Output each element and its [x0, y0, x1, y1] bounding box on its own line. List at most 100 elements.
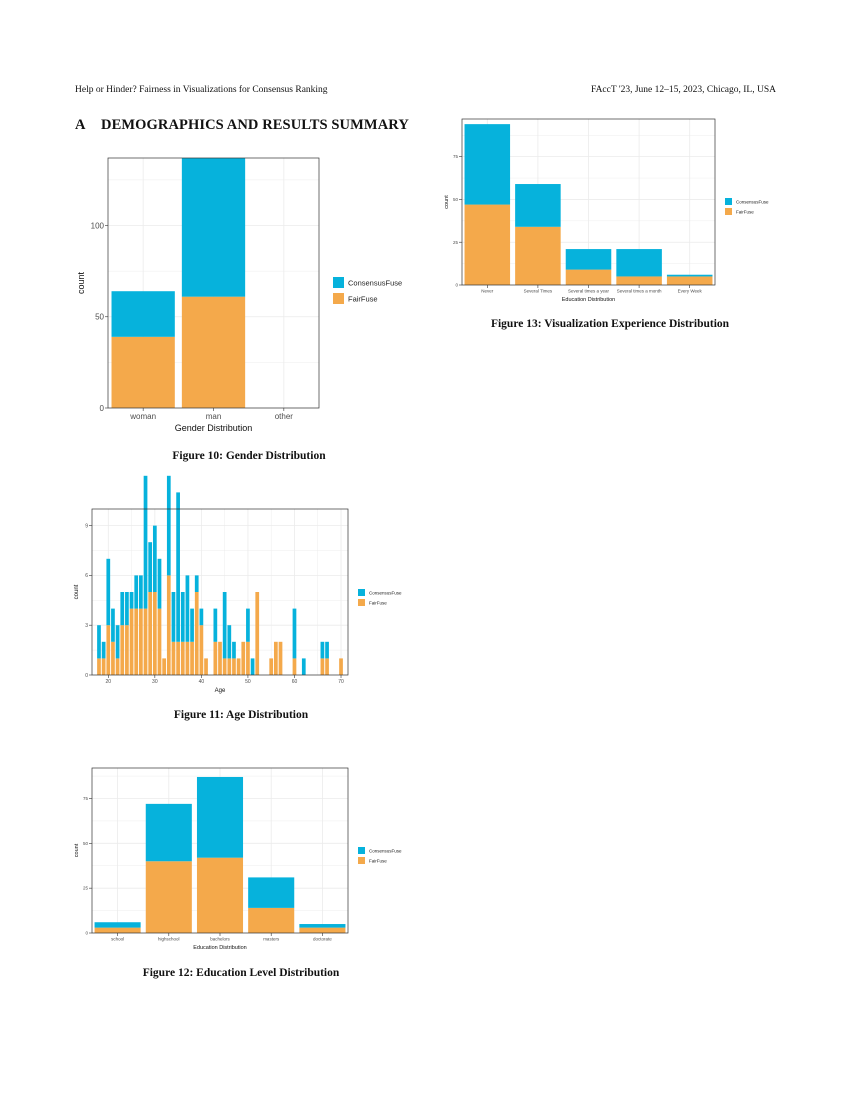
bar-fairfuse	[139, 608, 143, 675]
legend-swatch-fairfuse	[358, 857, 365, 864]
legend-swatch-fairfuse	[333, 293, 344, 304]
bar-fairfuse	[111, 641, 115, 675]
legend-swatch-consensusfuse	[358, 847, 365, 854]
x-tick-label: Never	[481, 289, 494, 294]
bar-consensusfuse	[196, 776, 244, 858]
section-number: A	[75, 117, 86, 133]
bar-fairfuse	[222, 658, 227, 675]
y-tick-label: 50	[453, 197, 459, 202]
x-tick-label: Several times a month	[617, 289, 662, 294]
bar-fairfuse	[185, 641, 190, 675]
legend-label-consensusfuse: ConsensusFuse	[369, 848, 402, 853]
bar-fairfuse	[248, 907, 295, 933]
gender-chart: 0 50 100 woman man other Gender Distribution co…	[76, 157, 402, 433]
bar-consensusfuse	[565, 249, 612, 270]
bar-consensusfuse	[166, 475, 171, 576]
caption-experience: Figure 13: Visualization Experience Dist…	[490, 318, 730, 330]
bar-consensusfuse	[94, 922, 141, 928]
running-header: Help or Hinder? Fairness in Visualizatio…	[75, 85, 776, 95]
bar-fairfuse	[273, 641, 278, 675]
bar-consensusfuse	[139, 575, 143, 609]
x-tick-label: man	[206, 412, 222, 421]
bar-fairfuse	[148, 592, 153, 675]
y-tick-label: 6	[85, 573, 88, 579]
y-axis-title: count	[76, 271, 86, 294]
bar-consensusfuse	[134, 575, 139, 609]
bar-fairfuse	[145, 861, 192, 933]
bar-fairfuse	[181, 296, 246, 408]
bar-consensusfuse	[148, 542, 153, 592]
bar-fairfuse	[194, 592, 199, 675]
bar-consensusfuse	[299, 924, 346, 928]
bar-consensusfuse	[325, 641, 329, 659]
bar-fairfuse	[115, 658, 120, 675]
caption-age: Figure 11: Age Distribution	[173, 709, 309, 721]
x-axis-title: Education Distribution	[193, 945, 247, 951]
x-tick-label: Several Times	[524, 289, 553, 294]
x-tick-label: Several times a year	[568, 289, 610, 294]
caption-education: Figure 12: Education Level Distribution	[142, 967, 340, 979]
bar-fairfuse	[157, 608, 162, 675]
bar-consensusfuse	[301, 658, 306, 675]
figure-age: 0 3 6 9 20 30 40 50 60 70 Age count ConsensusFuse Fai…	[74, 475, 416, 695]
x-tick-label: 40	[199, 679, 205, 685]
y-tick-label: 100	[91, 221, 105, 230]
x-tick-label: other	[275, 412, 294, 421]
figure-education: 0 25 50 75 school highschool bachelors masters d…	[74, 765, 416, 955]
bar-consensusfuse	[194, 575, 199, 592]
bar-consensusfuse	[143, 475, 148, 609]
age-chart: 0 3 6 9 20 30 40 50 60 70 Age count ConsensusFuse Fai…	[74, 475, 402, 694]
bar-consensusfuse	[115, 625, 120, 659]
x-axis-title: Gender Distribution	[175, 423, 253, 433]
section-title: A DEMOGRAPHICS AND RESULTS SUMMARY	[75, 117, 409, 134]
section-heading: DEMOGRAPHICS AND RESULTS SUMMARY	[101, 117, 409, 133]
bar-fairfuse	[176, 641, 180, 675]
x-axis-title: Age	[215, 688, 226, 694]
legend-label-fairfuse: FairFuse	[736, 209, 754, 214]
bar-consensusfuse	[171, 592, 176, 642]
bar-consensusfuse	[111, 291, 175, 337]
x-tick-label: 50	[245, 679, 251, 685]
bar-consensusfuse	[320, 641, 325, 659]
y-tick-label: 0	[455, 283, 458, 288]
x-tick-label: 60	[292, 679, 298, 685]
legend-label-consensusfuse: ConsensusFuse	[736, 199, 769, 204]
legend-label-fairfuse: FairFuse	[369, 858, 387, 863]
y-tick-label: 0	[85, 931, 88, 936]
bar-fairfuse	[152, 592, 157, 675]
bar-fairfuse	[666, 276, 713, 285]
education-chart: 0 25 50 75 school highschool bachelors masters d…	[74, 767, 402, 951]
bar-consensusfuse	[248, 877, 295, 908]
legend-label-consensusfuse: ConsensusFuse	[348, 278, 402, 287]
bar-consensusfuse	[616, 249, 662, 277]
x-tick-label: 70	[338, 679, 344, 685]
bar-fairfuse	[97, 658, 101, 675]
x-axis-title: Education Distribution	[562, 297, 616, 303]
bar-fairfuse	[196, 857, 244, 933]
bar-consensusfuse	[176, 492, 180, 642]
bar-fairfuse	[199, 625, 204, 675]
header-venue: FAccT '23, June 12–15, 2023, Chicago, IL…	[590, 85, 776, 95]
legend-label-fairfuse: FairFuse	[369, 600, 387, 605]
bar-consensusfuse	[101, 641, 106, 659]
bar-fairfuse	[292, 658, 297, 675]
x-tick-label: woman	[129, 412, 156, 421]
x-tick-label: Every Week	[678, 289, 703, 294]
bar-consensusfuse	[181, 158, 246, 297]
legend-swatch-consensusfuse	[725, 198, 732, 205]
bar-fairfuse	[241, 641, 246, 675]
bar-consensusfuse	[152, 525, 157, 592]
caption-gender: Figure 10: Gender Distribution	[172, 450, 326, 462]
y-axis-title: count	[74, 584, 80, 599]
bar-fairfuse	[143, 608, 148, 675]
y-tick-label: 75	[453, 154, 459, 159]
bar-fairfuse	[218, 641, 222, 675]
bar-consensusfuse	[180, 592, 185, 642]
y-tick-label: 0	[100, 404, 105, 413]
bar-fairfuse	[299, 927, 346, 933]
y-tick-label: 50	[83, 841, 89, 846]
bar-fairfuse	[171, 641, 176, 675]
figure-experience: 0 25 50 75 Never Several Times Several times a…	[440, 116, 780, 303]
y-tick-label: 0	[85, 673, 88, 679]
bar-fairfuse	[269, 658, 274, 675]
